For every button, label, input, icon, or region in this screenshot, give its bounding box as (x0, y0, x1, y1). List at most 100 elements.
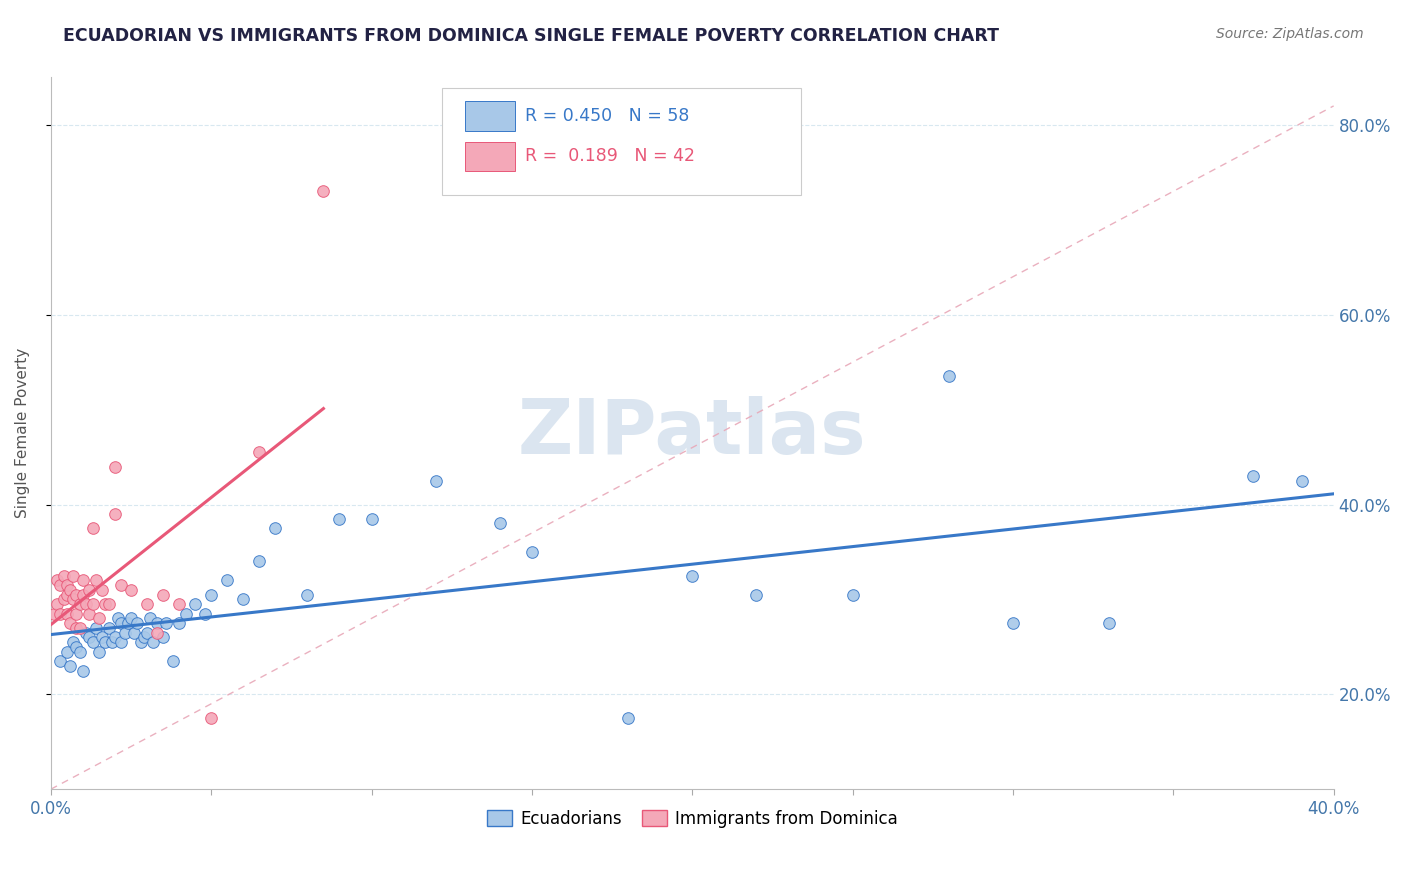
Legend: Ecuadorians, Immigrants from Dominica: Ecuadorians, Immigrants from Dominica (479, 803, 904, 834)
FancyBboxPatch shape (465, 142, 515, 171)
Point (79, 631, 101, 645)
Point (91, 582, 114, 597)
Point (65, 607, 87, 621)
Point (488, 516, 510, 531)
Point (42, 607, 65, 621)
Point (152, 631, 174, 645)
Point (142, 635, 165, 649)
Point (97, 597, 120, 611)
Point (72, 574, 94, 588)
Point (94, 597, 117, 611)
Y-axis label: Single Female Poverty: Single Female Poverty (15, 348, 30, 518)
Point (200, 711, 222, 725)
Point (200, 588, 222, 602)
Point (1291, 474, 1313, 488)
Point (59, 616, 82, 631)
Point (155, 616, 177, 631)
Point (110, 635, 132, 649)
Text: R =  0.189   N = 42: R = 0.189 N = 42 (526, 147, 696, 165)
Point (87, 645, 110, 659)
Point (132, 631, 155, 645)
Point (247, 554, 270, 568)
Point (247, 445, 270, 459)
Point (69, 645, 91, 659)
Point (145, 625, 167, 640)
Point (62, 568, 84, 582)
Point (120, 611, 142, 625)
Point (65, 588, 87, 602)
Point (360, 512, 382, 526)
Point (110, 616, 132, 631)
Point (264, 521, 287, 535)
Point (97, 621, 120, 635)
Point (49, 607, 72, 621)
Point (114, 625, 136, 640)
Point (104, 507, 127, 521)
Point (174, 607, 197, 621)
Point (122, 625, 145, 640)
Point (84, 621, 107, 635)
Text: R = 0.450   N = 58: R = 0.450 N = 58 (526, 107, 690, 125)
Point (82, 597, 104, 611)
Point (79, 607, 101, 621)
Point (681, 568, 703, 582)
Point (297, 588, 319, 602)
Point (1001, 616, 1024, 631)
Point (75, 597, 97, 611)
Point (56, 607, 79, 621)
Point (841, 588, 863, 602)
Point (328, 512, 350, 526)
Point (194, 607, 217, 621)
Point (87, 611, 110, 625)
Point (65, 640, 87, 654)
Point (94, 635, 117, 649)
Point (49, 654, 72, 668)
Point (59, 582, 82, 597)
Point (82, 521, 104, 535)
Point (136, 597, 159, 611)
Point (46, 597, 69, 611)
Point (107, 611, 129, 625)
Point (110, 578, 132, 592)
Point (69, 597, 91, 611)
Point (167, 597, 190, 611)
Point (56, 588, 79, 602)
Point (59, 658, 82, 673)
Point (91, 631, 114, 645)
Point (82, 635, 104, 649)
Point (167, 616, 190, 631)
Point (72, 664, 94, 678)
Point (104, 631, 127, 645)
Point (520, 545, 543, 559)
Text: Source: ZipAtlas.com: Source: ZipAtlas.com (1216, 27, 1364, 41)
Text: ZIPatlas: ZIPatlas (517, 396, 866, 470)
Point (56, 578, 79, 592)
Point (100, 635, 122, 649)
Point (56, 645, 79, 659)
Point (46, 574, 69, 588)
Point (79, 582, 101, 597)
Point (120, 582, 142, 597)
Point (1243, 469, 1265, 483)
Text: ECUADORIAN VS IMMIGRANTS FROM DOMINICA SINGLE FEMALE POVERTY CORRELATION CHART: ECUADORIAN VS IMMIGRANTS FROM DOMINICA S… (63, 27, 1000, 45)
Point (129, 635, 152, 649)
Point (117, 616, 139, 631)
Point (184, 597, 207, 611)
Point (136, 625, 159, 640)
Point (1098, 616, 1121, 631)
Point (745, 588, 768, 602)
Point (49, 578, 72, 592)
Point (65, 621, 87, 635)
Point (52, 592, 75, 607)
FancyBboxPatch shape (465, 101, 515, 131)
Point (69, 621, 91, 635)
Point (139, 611, 162, 625)
Point (232, 592, 254, 607)
Point (72, 588, 94, 602)
Point (145, 616, 167, 631)
Point (425, 474, 447, 488)
Point (75, 625, 97, 640)
Point (52, 568, 75, 582)
Point (617, 711, 640, 725)
FancyBboxPatch shape (441, 88, 801, 194)
